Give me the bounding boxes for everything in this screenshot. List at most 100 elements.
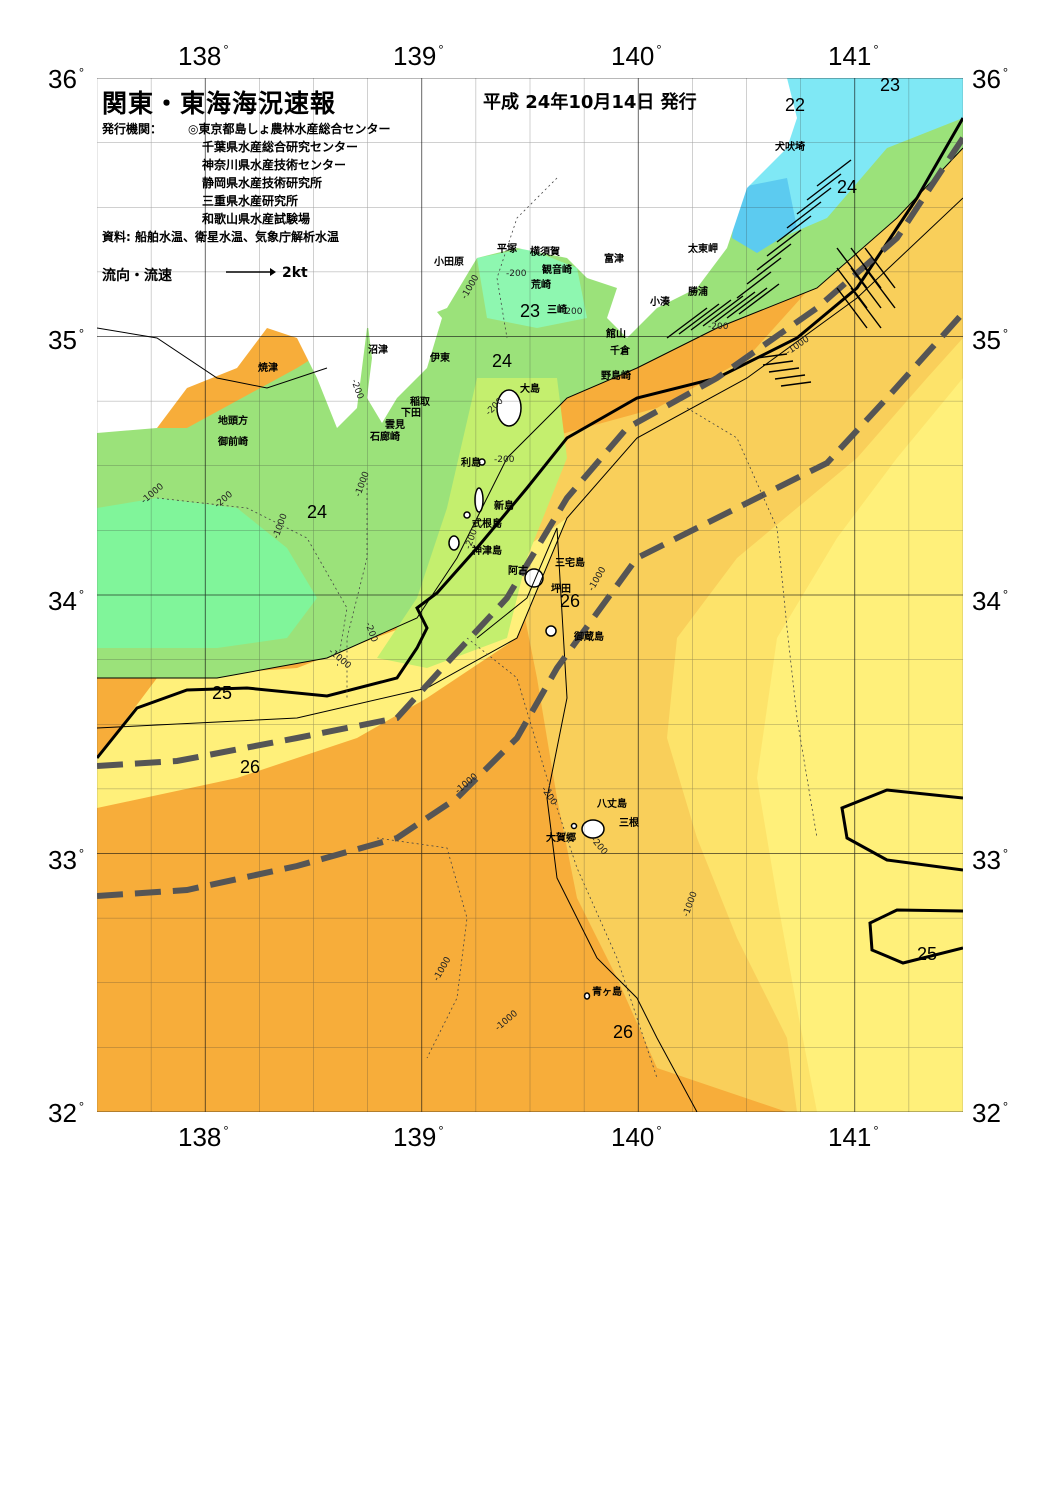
zone-24-light — [377, 378, 567, 668]
place-oshima: 大島 — [520, 384, 540, 395]
current-arrow — [714, 291, 756, 323]
lat-label-left-36: 36 ° — [48, 64, 85, 94]
place-jitokata: 地頭方 — [218, 416, 248, 427]
current-arrow — [756, 243, 792, 271]
isotherm-lines — [97, 147, 963, 1112]
place-tateyama: 館山 — [606, 329, 626, 340]
sst-map — [97, 78, 963, 1112]
depth-label: -200 — [494, 455, 515, 465]
place-omaezaki: 御前崎 — [218, 437, 248, 448]
lon-label-top-139: 139 ° — [393, 41, 444, 71]
place-misaki: 三崎 — [547, 305, 567, 316]
data-source: 資料: 船舶水温、衛星水温、気象庁解析水温 — [102, 230, 339, 244]
isotherm-23-5 — [97, 327, 328, 389]
isotherm-25-west — [97, 197, 963, 729]
map-area — [97, 78, 963, 1112]
depth-label: -200 — [562, 307, 583, 317]
current-arrow — [762, 360, 794, 366]
lat-label-right-36: 36 ° — [972, 64, 1009, 94]
temp-label: 25 — [212, 683, 233, 703]
lon-label-bottom-138: 138 ° — [178, 1122, 229, 1152]
zone-25-light — [757, 378, 963, 1112]
land-izu — [367, 288, 442, 423]
zone-23-sagami — [477, 248, 587, 328]
current-arrow — [850, 287, 882, 329]
island-oshima — [496, 389, 522, 427]
place-inatori: 稲取 — [410, 397, 430, 408]
current-arrow — [756, 353, 788, 359]
legend-flow-label: 流向・流速 — [102, 268, 172, 284]
island-aogashima — [583, 992, 591, 1000]
current-arrow — [836, 267, 868, 309]
lat-label-right-35: 35 ° — [972, 325, 1009, 355]
place-odawara: 小田原 — [434, 257, 464, 268]
lon-label-bottom-140: 140 ° — [611, 1122, 662, 1152]
current-vectors — [666, 159, 896, 387]
place-tsubota: 坪田 — [551, 584, 571, 595]
place-nojimazaki: 野島崎 — [601, 371, 631, 382]
current-arrow — [702, 295, 744, 327]
lon-label-top-138: 138 ° — [178, 41, 229, 71]
issue-date: 平成 24年10月14日 発行 — [483, 92, 697, 113]
current-arrow — [864, 267, 896, 309]
issuer-label: 発行機関： — [102, 122, 163, 136]
place-shikinejima: 式根島 — [472, 519, 502, 530]
depth-label: -200 — [708, 322, 729, 332]
current-arrow — [780, 381, 812, 387]
current-arrow — [766, 229, 802, 257]
current-arrow — [806, 173, 842, 201]
current-arrow — [850, 247, 882, 289]
lat-label-right-32: 32 ° — [972, 1098, 1009, 1128]
current-arrow — [786, 201, 822, 229]
current-arrow — [850, 267, 882, 309]
depth-contour-2 — [346, 478, 368, 698]
lat-label-right-34: 34 ° — [972, 586, 1009, 616]
lon-label-top-140: 140 ° — [611, 41, 662, 71]
lat-label-left-33: 33 ° — [48, 845, 85, 875]
island-kohachijo — [570, 822, 578, 830]
place-kominato: 小湊 — [650, 297, 670, 308]
place-ako: 阿古 — [508, 566, 528, 577]
current-arrow — [678, 303, 720, 335]
place-kozushima: 神津島 — [472, 546, 502, 557]
isotherm-25-main — [97, 117, 963, 759]
current-arrow — [738, 283, 780, 315]
place-futtsu: 富津 — [604, 254, 624, 265]
place-aogashima: 青ヶ島 — [592, 987, 622, 998]
isotherm-25-eddy-north — [840, 788, 963, 872]
zone-23-west — [97, 498, 317, 648]
place-numazu: 沼津 — [368, 345, 388, 356]
temp-label: 26 — [613, 1022, 634, 1042]
issuer-5: 三重県水産研究所 — [202, 194, 299, 208]
kuroshio-axis-south — [97, 311, 963, 899]
isotherm-24-5 — [97, 147, 963, 679]
depth-label: -200 — [506, 269, 527, 279]
depth-contour-1 — [156, 497, 348, 669]
island-kozushima — [448, 535, 460, 551]
place-arasaki: 荒崎 — [531, 280, 551, 291]
depth-contour-3 — [466, 637, 658, 1079]
place-chikura: 千倉 — [610, 346, 630, 357]
isotherm-26 — [476, 527, 698, 1112]
issuer-2: 千葉県水産総合研究センター — [202, 140, 359, 154]
current-arrow — [864, 247, 896, 289]
temp-label: 26 — [560, 591, 581, 611]
island-shikinejima — [463, 511, 471, 519]
lat-label-left-32: 32 ° — [48, 1098, 85, 1128]
current-arrow — [836, 247, 868, 289]
place-irozaki: 石廊崎 — [370, 432, 400, 443]
temp-label: 25 — [917, 944, 938, 964]
island-niijima — [474, 487, 484, 513]
place-ito: 伊東 — [430, 353, 450, 364]
place-inubosaki: 犬吠埼 — [775, 142, 805, 153]
place-mikurajima: 御蔵島 — [574, 632, 604, 643]
temp-label: 26 — [240, 757, 261, 777]
place-kannonzaki: 観音崎 — [542, 265, 572, 276]
temp-label: 24 — [837, 177, 858, 197]
legend-arrow-icon — [226, 268, 276, 276]
lon-label-bottom-141: 141 ° — [828, 1122, 879, 1152]
place-katsuura: 勝浦 — [688, 287, 708, 298]
current-arrow — [690, 299, 732, 331]
temp-label: 24 — [307, 502, 328, 522]
temp-label: 23 — [520, 301, 541, 321]
